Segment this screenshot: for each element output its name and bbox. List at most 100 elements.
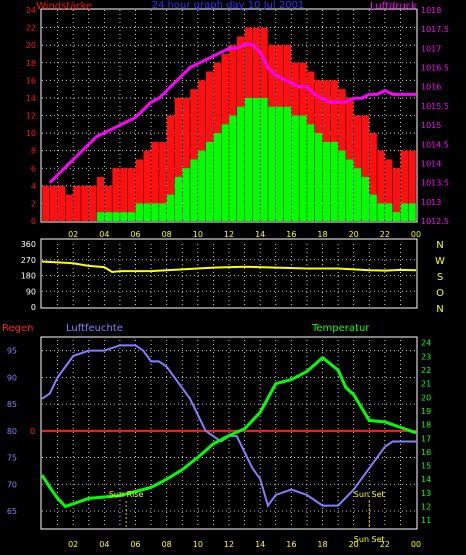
temperature-y-tick-label: 13 [421, 489, 431, 498]
wind-gust-bar [50, 185, 58, 221]
temperature-y-tick-labels: 11 12 13 14 15 16 17 18 19 20 21 22 23 24 [421, 339, 431, 525]
chart-title: 24 hour graph day 10 Jul 2001 [152, 0, 305, 11]
wind-average-bar [205, 141, 214, 221]
wind-average-bar [135, 203, 144, 221]
rain-axis-label: Regen [2, 323, 34, 334]
wind-average-bar [322, 141, 331, 221]
wind-average-bar [244, 97, 253, 221]
wind-gust-bar [174, 97, 182, 221]
wind-axis-label: Windstärke [36, 1, 92, 12]
wind-gust-bar [392, 168, 401, 221]
wind-gust-bar [166, 115, 175, 221]
humidity-y-tick-label: 85 [7, 400, 17, 409]
wind-average-bar [330, 141, 338, 221]
wind-gust-bar [190, 89, 198, 221]
wind-x-tick-label: 20 [349, 230, 359, 239]
wind-gust-bar [385, 159, 393, 221]
wind-panel-frame [40, 8, 418, 223]
direction-y-tick-label: 270 [21, 256, 36, 265]
humidity-x-tick-label: 16 [286, 540, 296, 549]
wind-average-bar [268, 106, 276, 221]
temperature-y-tick-label: 23 [421, 352, 431, 361]
wind-gust-bar [42, 185, 50, 221]
humidity-y-tick-labels: 65 70 75 80 85 90 95 [7, 347, 17, 516]
wind-gust-bar [143, 150, 151, 221]
wind-y-tick-label: 18 [26, 59, 36, 68]
direction-y-tick-labels: 360 270 180 90 0 [21, 240, 36, 312]
wind-gust-bar [96, 177, 105, 221]
sun-annotations: Sun Rise Sun Set Sun Set [109, 490, 385, 544]
wind-gust-bar [120, 168, 128, 221]
temperature-axis-label: Temperatur [311, 323, 370, 334]
pressure-y-tick-label: 1016 [421, 83, 441, 92]
wind-y-tick-label: 12 [26, 112, 36, 121]
wind-average-bar [260, 97, 268, 221]
wind-x-tick-label: 08 [162, 230, 172, 239]
wind-y-tick-label: 16 [26, 76, 36, 85]
direction-compass-label: N [436, 240, 443, 251]
pressure-y-tick-label: 1013.5 [421, 179, 449, 188]
wind-average-bar [400, 203, 408, 221]
pressure-y-tick-label: 1016.5 [421, 64, 449, 73]
wind-average-bar [385, 203, 393, 221]
humidity-x-tick-labels: 02 04 06 08 10 12 14 16 18 20 22 00 [68, 540, 421, 549]
pressure-y-tick-label: 1015 [421, 121, 441, 130]
humidity-y-tick-label: 90 [7, 373, 17, 382]
humidity-y-tick-label: 75 [7, 454, 17, 463]
pressure-y-tick-labels: 1012.5 1013 1013.5 1014 1014.5 1015 1015.5 1016… [421, 6, 449, 226]
pressure-y-tick-label: 1018 [421, 6, 441, 15]
direction-grid [42, 244, 416, 307]
wind-x-tick-label: 06 [130, 230, 140, 239]
humidity-temperature-panel: Sun Rise Sun Set Sun Set 65 70 75 80 85 90 95 11… [2, 323, 431, 549]
wind-x-tick-label: 00 [411, 230, 421, 239]
wind-x-tick-label: 02 [68, 230, 78, 239]
temperature-y-tick-label: 14 [421, 475, 431, 484]
humidity-x-tick-label: 04 [99, 540, 109, 549]
humidity-x-tick-label: 12 [224, 540, 234, 549]
direction-y-tick-label: 0 [31, 303, 36, 312]
wind-average-bar [182, 168, 190, 221]
humidity-x-tick-label: 10 [193, 540, 203, 549]
humidity-panel-frame [40, 336, 418, 530]
wind-average-bar [221, 124, 229, 221]
pressure-axis-label: Luftdruck [370, 1, 417, 12]
wind-gust-bar [408, 150, 416, 221]
direction-panel-frame [40, 238, 418, 309]
temperature-y-tick-label: 19 [421, 407, 431, 416]
temperature-line [40, 355, 417, 509]
humidity-x-tick-label: 06 [130, 540, 140, 549]
wind-gust-bar [135, 159, 144, 221]
wind-average-bar [120, 212, 128, 221]
wind-y-tick-label: 0 [31, 217, 36, 226]
temperature-y-tick-label: 20 [421, 393, 431, 402]
pressure-y-tick-label: 1017 [421, 44, 441, 53]
wind-average-bar [198, 150, 206, 221]
wind-y-tick-label: 20 [26, 41, 36, 50]
sun-annotation-label: Sun Set [354, 535, 385, 544]
wind-gust-bar [369, 133, 377, 221]
wind-x-tick-label: 10 [193, 230, 203, 239]
wind-gust-bar [151, 141, 159, 221]
temperature-y-tick-label: 15 [421, 462, 431, 471]
humidity-x-tick-label: 18 [317, 540, 327, 549]
temperature-y-tick-label: 21 [421, 380, 431, 389]
sun-annotation-label: Sun Set [354, 490, 385, 499]
wind-average-bar [213, 133, 221, 221]
wind-average-bar [104, 212, 112, 221]
wind-average-bar [314, 133, 323, 221]
wind-x-tick-label: 16 [286, 230, 296, 239]
direction-compass-label: N [436, 304, 443, 315]
wind-gust-bar [57, 185, 66, 221]
wind-gust-bar [361, 115, 369, 221]
direction-y-tick-label: 360 [21, 240, 36, 249]
wind-gust-bar [89, 185, 97, 221]
temperature-y-tick-label: 16 [421, 448, 431, 457]
wind-average-bar [237, 106, 245, 221]
pressure-y-tick-label: 1014 [421, 159, 441, 168]
wind-average-bar [174, 177, 182, 221]
rain-value-marker: 0 [30, 427, 35, 436]
wind-gust-bar [182, 97, 190, 221]
wind-average-bar [377, 203, 385, 221]
wind-x-tick-label: 12 [224, 230, 234, 239]
